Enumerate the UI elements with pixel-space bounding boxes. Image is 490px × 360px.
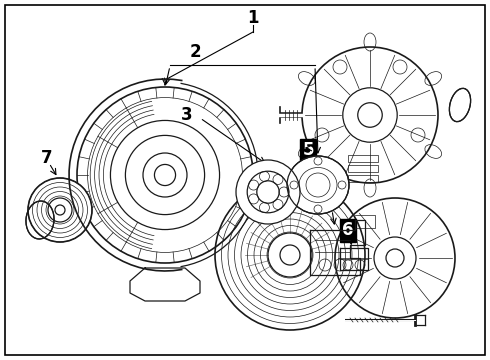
Circle shape — [215, 180, 365, 330]
Circle shape — [335, 198, 455, 318]
Circle shape — [28, 178, 92, 242]
Text: 3: 3 — [181, 106, 193, 124]
Text: 2: 2 — [189, 43, 201, 61]
Bar — [348, 155, 378, 162]
Bar — [348, 165, 378, 172]
Ellipse shape — [26, 201, 54, 239]
Circle shape — [77, 87, 253, 263]
Text: 5: 5 — [302, 141, 314, 159]
Ellipse shape — [287, 156, 349, 214]
Text: 1: 1 — [247, 9, 259, 27]
Text: 6: 6 — [342, 221, 354, 239]
Circle shape — [302, 47, 438, 183]
Bar — [348, 175, 378, 182]
Ellipse shape — [449, 88, 470, 122]
Text: 7: 7 — [41, 149, 53, 167]
Text: 4: 4 — [324, 196, 336, 214]
Circle shape — [236, 160, 300, 224]
